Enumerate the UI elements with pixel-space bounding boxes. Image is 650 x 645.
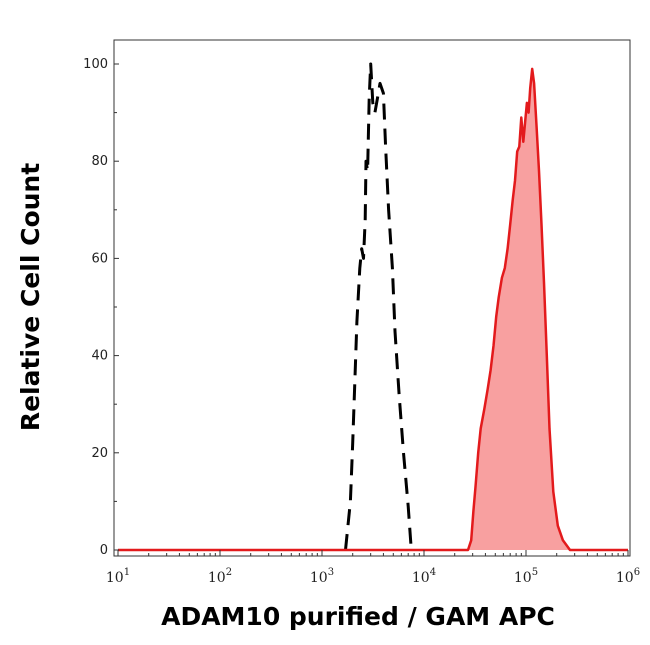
x-tick-base: 10	[106, 570, 124, 586]
x-tick-label: 102	[208, 567, 232, 586]
y-axis: 0 20 40 60 80 100	[83, 57, 119, 558]
y-tick-label: 60	[91, 251, 108, 266]
y-tick-label: 40	[91, 349, 108, 364]
x-tick-exponent: 5	[532, 567, 538, 578]
y-tick-label: 100	[83, 57, 108, 72]
x-tick-base: 10	[514, 570, 532, 586]
x-tick-label: 103	[310, 567, 334, 586]
y-tick-label: 80	[91, 154, 108, 169]
x-tick-base: 10	[208, 570, 226, 586]
x-tick-base: 10	[412, 570, 430, 586]
x-tick-label: 106	[616, 567, 640, 586]
x-tick-exponent: 2	[226, 567, 232, 578]
series-layer	[118, 62, 628, 552]
y-tick-label: 20	[91, 446, 108, 461]
y-axis-title: Relative Cell Count	[16, 163, 45, 431]
x-tick-base: 10	[310, 570, 328, 586]
x-tick-label: 104	[412, 567, 436, 586]
y-tick-label: 0	[100, 543, 108, 558]
x-axis-title: ADAM10 purified / GAM APC	[161, 602, 555, 631]
x-tick-exponent: 4	[430, 567, 436, 578]
x-tick-base: 10	[616, 570, 634, 586]
control-series-line	[344, 62, 413, 551]
x-axis: 101 102 103 104 105 106	[106, 550, 640, 586]
x-tick-label: 105	[514, 567, 538, 586]
x-tick-exponent: 6	[634, 567, 640, 578]
x-tick-label: 101	[106, 567, 130, 586]
series-area-fill	[118, 68, 628, 551]
stained-series-line	[118, 67, 628, 552]
x-tick-exponent: 1	[124, 567, 130, 578]
plot-frame	[113, 39, 631, 557]
x-tick-exponent: 3	[328, 567, 334, 578]
